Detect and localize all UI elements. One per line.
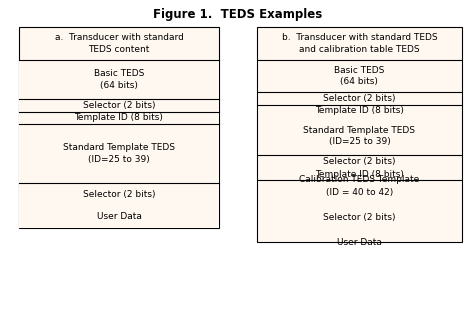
Text: Figure 1.  TEDS Examples: Figure 1. TEDS Examples	[153, 8, 323, 21]
Text: Selector (2 bits): Selector (2 bits)	[83, 101, 155, 110]
Text: Template ID (8 bits): Template ID (8 bits)	[75, 114, 163, 122]
Bar	[19, 124, 219, 183]
Bar	[19, 60, 219, 99]
Text: Basic TEDS
(64 bits): Basic TEDS (64 bits)	[94, 69, 144, 90]
Bar	[19, 27, 219, 228]
Bar	[19, 112, 219, 124]
Text: Standard Template TEDS
(ID=25 to 39): Standard Template TEDS (ID=25 to 39)	[303, 126, 416, 146]
Bar	[19, 183, 219, 228]
Text: Basic TEDS
(64 bits): Basic TEDS (64 bits)	[334, 66, 385, 86]
Text: Template ID (8 bits): Template ID (8 bits)	[315, 170, 404, 179]
Text: b.  Transducer with standard TEDS
and calibration table TEDS: b. Transducer with standard TEDS and cal…	[282, 34, 437, 54]
Text: Selector (2 bits): Selector (2 bits)	[323, 157, 396, 166]
Text: Standard Template TEDS
(ID=25 to 39): Standard Template TEDS (ID=25 to 39)	[63, 143, 175, 164]
Text: Selector (2 bits)

User Data: Selector (2 bits) User Data	[83, 190, 155, 221]
Bar	[257, 27, 462, 242]
Text: a.  Transducer with standard
TEDS content: a. Transducer with standard TEDS content	[55, 34, 183, 54]
Text: Template ID (8 bits): Template ID (8 bits)	[315, 106, 404, 115]
Bar	[19, 99, 219, 112]
Text: Calibration TEDS Template
(ID = 40 to 42)

Selector (2 bits)

User Data: Calibration TEDS Template (ID = 40 to 42…	[299, 176, 419, 247]
Text: Selector (2 bits): Selector (2 bits)	[323, 94, 396, 103]
